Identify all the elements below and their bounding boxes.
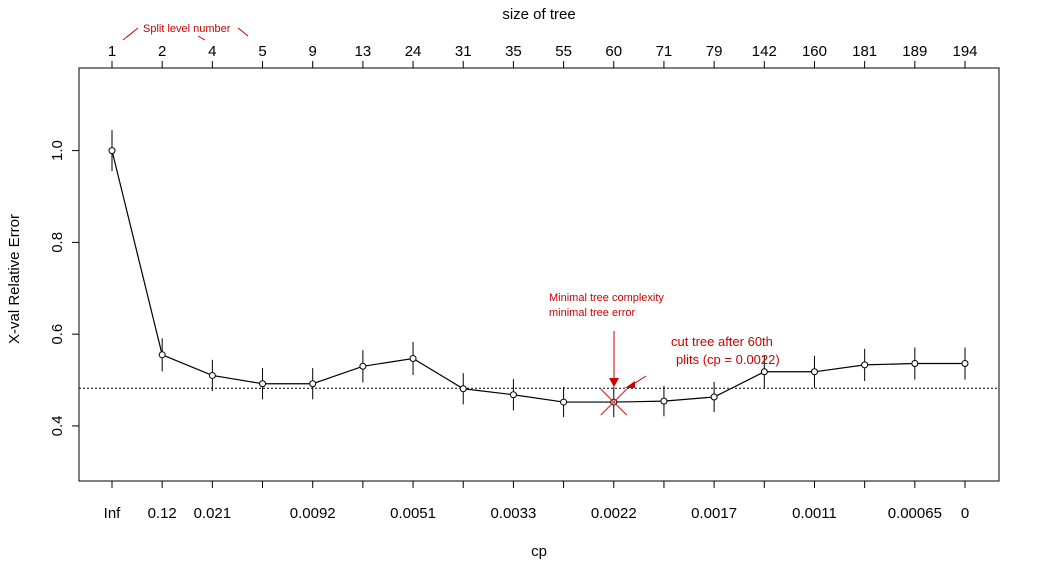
size-tick-label: 55 bbox=[555, 43, 572, 60]
cp-tick-label: 0.12 bbox=[148, 505, 177, 522]
series-group bbox=[108, 129, 969, 418]
size-tick-label: 2 bbox=[158, 43, 166, 60]
plot-frame bbox=[78, 67, 1000, 482]
size-tick-label: 5 bbox=[258, 43, 266, 60]
data-point bbox=[208, 371, 216, 379]
cut-tree-label-2: plits (cp = 0.0022) bbox=[676, 352, 780, 367]
cp-tick-label: 0.0011 bbox=[792, 505, 837, 522]
y-axis-title: X-val Relative Error bbox=[6, 214, 23, 344]
data-point bbox=[309, 380, 317, 388]
annotations: Split level number Minimal tree complexi… bbox=[122, 23, 780, 388]
size-tick-label: 189 bbox=[902, 43, 927, 60]
data-point bbox=[911, 360, 919, 368]
cp-tick-label: 0.00065 bbox=[888, 505, 942, 522]
split-arrow-left bbox=[122, 27, 139, 41]
x-axis-title: cp bbox=[531, 543, 547, 560]
data-point bbox=[760, 368, 768, 376]
y-tick-label: 0.6 bbox=[49, 324, 66, 345]
split-level-label: Split level number bbox=[143, 23, 231, 35]
data-point bbox=[108, 147, 116, 155]
axis-ticks: 1 Inf 2 0.12 4 0.021 5 9 0.0092 13 24 0.0051 31 35 0.0… bbox=[49, 43, 978, 522]
size-tick-label: 71 bbox=[656, 43, 673, 60]
size-tick-label: 79 bbox=[706, 43, 723, 60]
size-tick-label: 9 bbox=[309, 43, 317, 60]
data-point bbox=[409, 354, 417, 362]
size-tick-label: 31 bbox=[455, 43, 472, 60]
y-tick-label: 1.0 bbox=[49, 140, 66, 161]
minimal-complexity-label: Minimal tree complexity bbox=[549, 292, 664, 304]
size-tick-label: 35 bbox=[505, 43, 522, 60]
size-tick-label: 60 bbox=[605, 43, 622, 60]
series-line bbox=[111, 150, 965, 403]
data-point bbox=[158, 351, 166, 359]
data-point bbox=[259, 380, 267, 388]
cp-tick-label: 0.0051 bbox=[390, 505, 436, 522]
top-axis-title: size of tree bbox=[502, 6, 575, 23]
cp-tick-label: 0.0022 bbox=[591, 505, 637, 522]
data-point bbox=[560, 398, 568, 406]
data-point bbox=[710, 393, 718, 401]
data-point bbox=[459, 385, 467, 393]
cp-tick-label: Inf bbox=[104, 505, 122, 522]
minimal-error-label: minimal tree error bbox=[549, 307, 636, 319]
size-tick-label: 160 bbox=[802, 43, 827, 60]
data-point bbox=[961, 360, 969, 368]
data-point bbox=[359, 362, 367, 370]
split-arrow-mid bbox=[197, 35, 206, 41]
cp-tick-label: 0.0017 bbox=[691, 505, 737, 522]
data-point bbox=[810, 368, 818, 376]
cp-tick-label: 0 bbox=[961, 505, 969, 522]
size-tick-label: 142 bbox=[752, 43, 777, 60]
cp-tick-label: 0.0033 bbox=[490, 505, 536, 522]
y-tick-label: 0.8 bbox=[49, 232, 66, 253]
minimal-arrow-head bbox=[609, 378, 619, 387]
size-tick-label: 4 bbox=[208, 43, 216, 60]
cp-tick-label: 0.021 bbox=[194, 505, 232, 522]
highlight-mark bbox=[600, 388, 628, 416]
size-tick-label: 1 bbox=[108, 43, 116, 60]
cut-arrow-head bbox=[625, 381, 635, 388]
size-tick-label: 24 bbox=[405, 43, 422, 60]
data-point bbox=[861, 361, 869, 369]
cp-tick-label: 0.0092 bbox=[290, 505, 336, 522]
size-tick-label: 181 bbox=[852, 43, 877, 60]
data-point bbox=[509, 391, 517, 399]
y-tick-label: 0.4 bbox=[49, 416, 66, 437]
size-tick-label: 194 bbox=[952, 43, 977, 60]
size-tick-label: 13 bbox=[355, 43, 372, 60]
cut-tree-label-1: cut tree after 60th bbox=[671, 334, 773, 349]
data-point bbox=[660, 397, 668, 405]
split-arrow-right bbox=[237, 27, 249, 37]
